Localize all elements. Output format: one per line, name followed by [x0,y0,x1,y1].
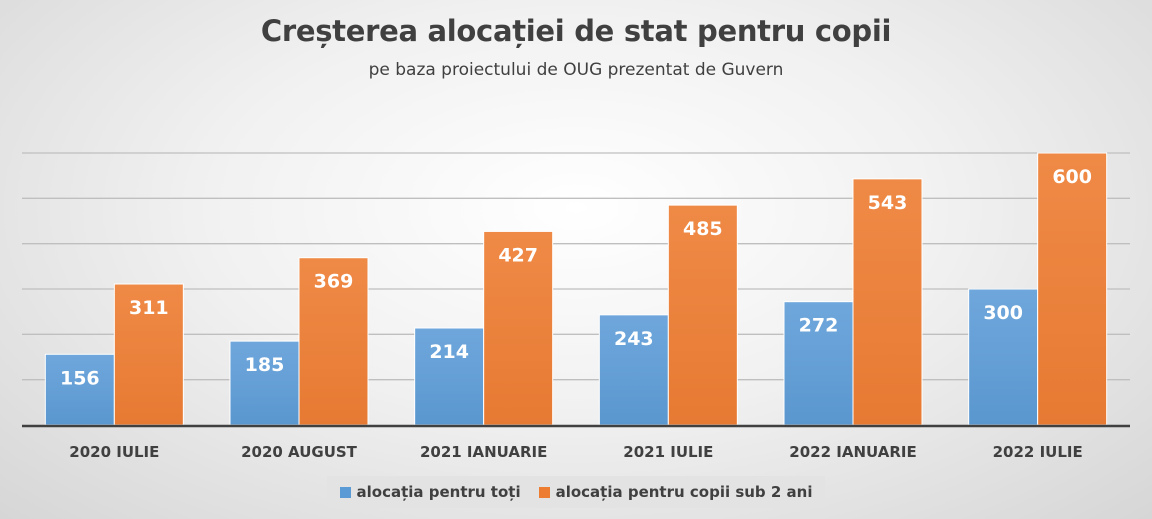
legend: alocația pentru toți alocația pentru cop… [327,476,825,508]
x-tick-label-3: 2021 IULIE [623,443,713,461]
bar-under2-4 [852,178,923,426]
data-label-all-0: 156 [60,367,100,389]
x-tick-label-2: 2021 IANUARIE [420,443,547,461]
bar-all-2 [414,327,485,426]
legend-label-series-2: alocația pentru copii sub 2 ani [555,483,813,501]
data-label-under2-0: 311 [129,297,169,319]
bar-under2-3 [667,204,738,426]
legend-swatch-orange [538,486,550,498]
bar-under2-1 [298,257,369,426]
data-label-under2-1: 369 [314,271,354,293]
legend-item-series-2: alocația pentru copii sub 2 ani [538,483,813,501]
bar-all-5 [968,288,1039,426]
legend-label-series-1: alocația pentru toți [356,483,521,501]
bar-under2-0 [113,283,184,426]
data-label-under2-3: 485 [683,218,723,240]
chart-title: Creșterea alocației de stat pentru copii [260,14,892,48]
x-tick-label-5: 2022 IULIE [993,443,1083,461]
data-label-under2-2: 427 [498,244,538,266]
legend-swatch-blue [339,486,351,498]
data-label-all-3: 243 [614,328,654,350]
x-tick-label-1: 2020 AUGUST [241,443,358,461]
legend-item-series-1: alocația pentru toți [339,483,521,501]
x-tick-label-4: 2022 IANUARIE [789,443,916,461]
grid-lines [22,152,1130,381]
data-labels: 156 311 185 369 214 427 243 485 272 543 300 600 [60,166,1092,389]
data-label-all-4: 272 [799,315,839,337]
bar-all-4 [783,301,854,426]
data-label-all-2: 214 [429,341,469,363]
bar-all-0 [44,353,115,426]
bars [44,152,1108,426]
data-label-all-5: 300 [983,302,1023,324]
data-label-all-1: 185 [245,354,285,376]
chart-subtitle: pe baza proiectului de OUG prezentat de … [368,60,784,80]
x-axis: 2020 IULIE 2020 AUGUST 2021 IANUARIE 2021 I… [22,424,1130,461]
bar-under2-5 [1037,152,1108,426]
data-label-under2-5: 600 [1052,166,1092,188]
x-tick-label-0: 2020 IULIE [69,443,159,461]
data-label-under2-4: 543 [868,192,908,214]
